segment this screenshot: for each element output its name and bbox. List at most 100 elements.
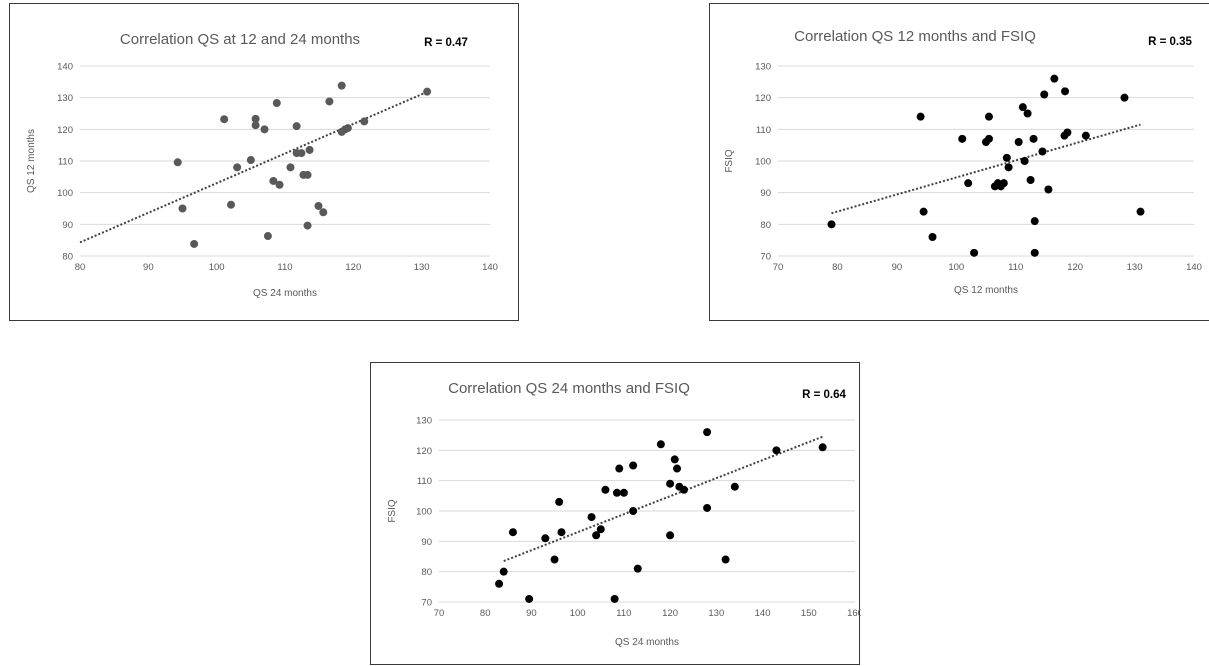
data-point bbox=[673, 464, 682, 473]
chart-panel-qs12-vs-qs24: 80 90 100 110 120 130 140 80 90 100 110 120 130 140 Co… bbox=[9, 3, 519, 321]
data-point bbox=[1029, 134, 1038, 143]
correlation-annotation: R = 0.35 bbox=[1148, 36, 1192, 48]
data-point bbox=[592, 531, 601, 540]
y-tick-label: 90 bbox=[62, 220, 73, 231]
y-tick-label: 130 bbox=[755, 62, 771, 73]
data-point bbox=[303, 221, 312, 230]
x-tick-label: 80 bbox=[480, 608, 491, 619]
data-point bbox=[1040, 90, 1049, 99]
data-point bbox=[615, 464, 624, 473]
data-point bbox=[1002, 153, 1011, 162]
data-point bbox=[1063, 128, 1072, 137]
x-tick-label: 160 bbox=[847, 608, 861, 619]
x-tick-label: 120 bbox=[1067, 262, 1083, 273]
data-point bbox=[679, 485, 688, 494]
trendline bbox=[79, 90, 429, 244]
data-point bbox=[666, 531, 675, 540]
data-point bbox=[629, 507, 638, 515]
x-tick-label: 80 bbox=[832, 262, 843, 273]
correlation-annotation: R = 0.47 bbox=[424, 37, 468, 49]
y-tick-label: 100 bbox=[57, 188, 73, 199]
chart-title: Correlation QS at 12 and 24 months bbox=[120, 31, 360, 48]
y-tick-label: 130 bbox=[416, 416, 432, 427]
data-point bbox=[629, 461, 638, 470]
data-point bbox=[928, 233, 937, 241]
y-tick-label: 100 bbox=[755, 157, 771, 168]
data-point bbox=[1044, 185, 1053, 194]
data-point bbox=[772, 446, 781, 455]
chart-title: Correlation QS 12 months and FSIQ bbox=[794, 28, 1036, 45]
chart-svg: 70 80 90 100 110 120 130 70 80 90 100 110 120 130 140 1… bbox=[387, 380, 861, 648]
data-point bbox=[525, 594, 534, 603]
data-point bbox=[601, 485, 610, 494]
y-tick-label: 120 bbox=[57, 125, 73, 136]
x-axis-label: QS 24 months bbox=[253, 288, 317, 299]
data-point bbox=[260, 125, 269, 134]
data-point bbox=[1061, 87, 1070, 96]
y-tick-label: 100 bbox=[416, 507, 432, 518]
y-tick-label: 130 bbox=[57, 93, 73, 104]
x-tick-label: 120 bbox=[662, 608, 678, 619]
x-tick-label: 90 bbox=[892, 262, 903, 273]
data-point bbox=[269, 176, 278, 185]
data-point bbox=[703, 428, 712, 437]
x-tick-label: 110 bbox=[1008, 262, 1023, 273]
data-point bbox=[610, 594, 619, 603]
data-point bbox=[251, 114, 260, 123]
data-point bbox=[246, 156, 255, 165]
data-point bbox=[1004, 163, 1013, 172]
data-point bbox=[703, 503, 712, 512]
y-tick-label: 80 bbox=[421, 567, 432, 578]
data-point bbox=[916, 112, 925, 121]
data-point bbox=[633, 564, 642, 573]
x-axis-label: QS 24 months bbox=[615, 637, 679, 648]
data-point bbox=[292, 122, 301, 131]
data-point bbox=[919, 207, 928, 216]
data-point bbox=[1120, 93, 1129, 102]
data-point bbox=[555, 497, 564, 506]
data-point bbox=[305, 145, 314, 154]
data-point bbox=[499, 567, 508, 576]
data-point bbox=[1081, 131, 1090, 140]
y-axis-label: FSIQ bbox=[387, 499, 398, 523]
data-point bbox=[495, 579, 504, 588]
data-point bbox=[1018, 103, 1027, 112]
x-tick-label: 80 bbox=[75, 262, 86, 273]
data-point bbox=[1050, 74, 1059, 83]
x-tick-label: 90 bbox=[526, 608, 537, 619]
data-point bbox=[1136, 207, 1145, 216]
chart-svg: 80 90 100 110 120 130 140 80 90 100 110 120 130 140 Co… bbox=[26, 31, 498, 299]
data-point bbox=[272, 99, 281, 108]
data-point bbox=[550, 555, 559, 564]
data-point bbox=[1038, 147, 1047, 156]
x-tick-label: 100 bbox=[948, 262, 964, 273]
x-tick-label: 140 bbox=[755, 608, 771, 619]
y-axis-label: QS 12 months bbox=[26, 129, 37, 193]
x-tick-label: 150 bbox=[801, 608, 817, 619]
data-point bbox=[984, 134, 993, 143]
x-tick-label: 140 bbox=[1186, 262, 1202, 273]
data-point bbox=[958, 134, 967, 143]
y-tick-label: 80 bbox=[760, 220, 771, 231]
data-point bbox=[587, 513, 596, 522]
data-point bbox=[337, 81, 346, 90]
data-point bbox=[1023, 109, 1032, 118]
y-tick-label: 110 bbox=[756, 125, 771, 136]
data-point bbox=[343, 124, 352, 133]
data-point bbox=[656, 440, 665, 449]
data-point bbox=[557, 528, 566, 537]
chart-title: Correlation QS 24 months and FSIQ bbox=[448, 380, 690, 397]
data-point bbox=[984, 112, 993, 121]
data-point bbox=[619, 488, 628, 497]
data-point bbox=[220, 115, 229, 124]
correlation-annotation: R = 0.64 bbox=[802, 389, 846, 401]
x-tick-label: 110 bbox=[277, 262, 292, 273]
y-tick-label: 80 bbox=[62, 252, 73, 263]
chart-panel-qs24-vs-fsiq: 70 80 90 100 110 120 130 70 80 90 100 110 120 130 140 1… bbox=[370, 362, 861, 665]
data-point bbox=[612, 488, 621, 497]
data-point bbox=[508, 528, 517, 537]
y-tick-label: 70 bbox=[760, 252, 771, 263]
x-tick-label: 70 bbox=[434, 608, 445, 619]
data-point bbox=[1030, 217, 1039, 226]
data-point bbox=[319, 208, 328, 217]
